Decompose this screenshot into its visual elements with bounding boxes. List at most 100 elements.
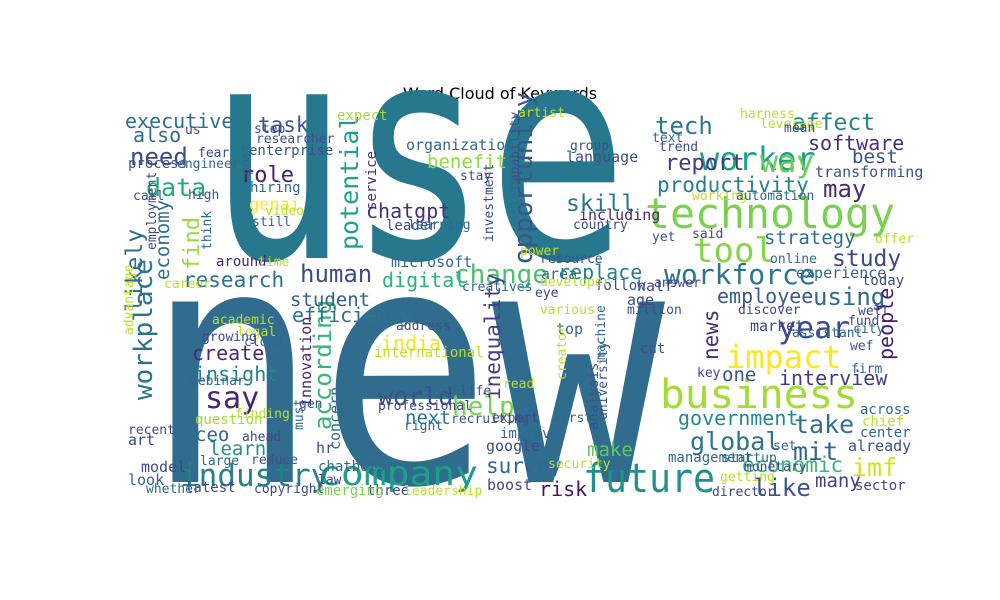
word-across: across: [860, 402, 911, 418]
word-stay: stay: [460, 169, 491, 184]
word-using: using: [813, 283, 885, 311]
word-industry: industry: [180, 458, 329, 494]
word-change: change: [454, 260, 548, 290]
word-firm: firm: [851, 362, 882, 377]
word-according: according: [309, 300, 337, 430]
word-copyright: copyright: [254, 482, 324, 497]
word-latest: latest: [185, 480, 236, 496]
word-workplace: workplace: [129, 259, 159, 400]
word-ceo: ceo: [195, 424, 229, 446]
word-chatbots: chatbots: [318, 459, 385, 475]
word-company: company: [318, 454, 478, 494]
word-organization: organization: [406, 136, 514, 154]
word-hiring: hiring: [250, 180, 301, 196]
word-student: student: [290, 289, 370, 311]
word-learning: learning: [408, 218, 471, 233]
word-benefit: benefit: [427, 151, 507, 173]
word-legal: legal: [237, 325, 276, 340]
word-one: one: [722, 364, 756, 386]
word-next: next: [405, 407, 451, 429]
word-news: news: [699, 309, 723, 360]
word-affect: affect: [792, 110, 875, 136]
word-creator: creator: [555, 325, 570, 380]
word-career: career: [164, 277, 211, 292]
word-today: today: [862, 273, 904, 289]
word-workforce: workforce: [664, 258, 816, 291]
word-concern: concern: [326, 387, 344, 450]
word-three: three: [367, 483, 409, 499]
word-life: life: [460, 384, 491, 399]
word-age: age: [627, 291, 654, 309]
word-worker: worker: [700, 140, 816, 178]
word-take: take: [794, 410, 854, 439]
word-create: create: [192, 341, 264, 365]
word-must: must: [292, 399, 307, 430]
word-step: step: [254, 122, 285, 137]
word-question: question: [195, 412, 262, 428]
word-find: find: [180, 217, 205, 270]
word-think: think: [200, 211, 215, 250]
word-set: set: [773, 439, 796, 454]
word-recruiting: recruiting: [451, 412, 529, 427]
word-chatgpt: chatgpt: [366, 199, 450, 223]
word-transforming: transforming: [815, 163, 923, 181]
word-still: still: [252, 215, 291, 230]
word-emerging: emerging: [316, 483, 383, 499]
word-various: various: [540, 303, 595, 318]
word-opportunity: opportunity: [509, 92, 539, 264]
word-yet: yet: [652, 230, 675, 245]
word-microsoft: microsoft: [391, 253, 472, 271]
word-fear: fear: [198, 146, 229, 161]
word-startup: startup: [722, 451, 777, 466]
word-business: business: [660, 372, 858, 418]
word-professional: professional: [378, 399, 472, 414]
word-artist: artist: [518, 106, 565, 121]
word-help: help: [452, 392, 515, 422]
word-survey: survey: [486, 454, 562, 478]
word-analysis: analysis: [586, 363, 602, 430]
word-group: group: [570, 139, 609, 154]
word-text: text: [652, 131, 683, 146]
word-need: need: [130, 143, 188, 171]
word-advantage: advantage: [122, 264, 137, 335]
word-model: model: [141, 458, 186, 476]
word-india: india: [381, 331, 441, 355]
word-report: report: [665, 151, 744, 176]
word-first: first: [553, 411, 592, 426]
word-may: may: [823, 175, 866, 203]
word-interview: interview: [779, 366, 888, 390]
word-economy: economy: [152, 200, 174, 280]
word-management: management: [668, 450, 752, 466]
word-enterprise: enterprise: [249, 143, 333, 159]
word-executive: executive: [125, 109, 233, 133]
word-language: language: [566, 148, 638, 166]
word-top: top: [556, 320, 583, 338]
word-efficiency: efficiency: [292, 303, 412, 327]
word-address: address: [396, 319, 451, 334]
word-global: global: [690, 427, 780, 456]
word-genai: genai: [249, 195, 300, 215]
word-future: future: [583, 456, 715, 502]
word-answer: answer: [654, 276, 701, 291]
word-ahead: ahead: [242, 430, 281, 445]
word-already: already: [848, 437, 911, 455]
word-many: many: [815, 470, 861, 492]
word-cloud: cloud: [244, 335, 283, 350]
word-whether: whether: [146, 482, 201, 497]
word-economic: economic: [742, 453, 843, 477]
word-expect: expect: [337, 108, 388, 124]
word-like: like: [753, 474, 811, 502]
word-academic: academic: [212, 313, 275, 328]
word-capability: capability: [508, 112, 523, 190]
word-employment: employment: [145, 172, 160, 250]
word-post: post: [239, 144, 254, 175]
word-machine: machine: [594, 305, 609, 360]
word-leverage: leverage: [760, 117, 823, 132]
word-creatives: creatives: [462, 280, 532, 295]
word-government: government: [678, 406, 798, 430]
word-recent: recent: [128, 423, 175, 438]
word-boost: boost: [487, 476, 532, 494]
word-imf: imf: [852, 453, 897, 482]
